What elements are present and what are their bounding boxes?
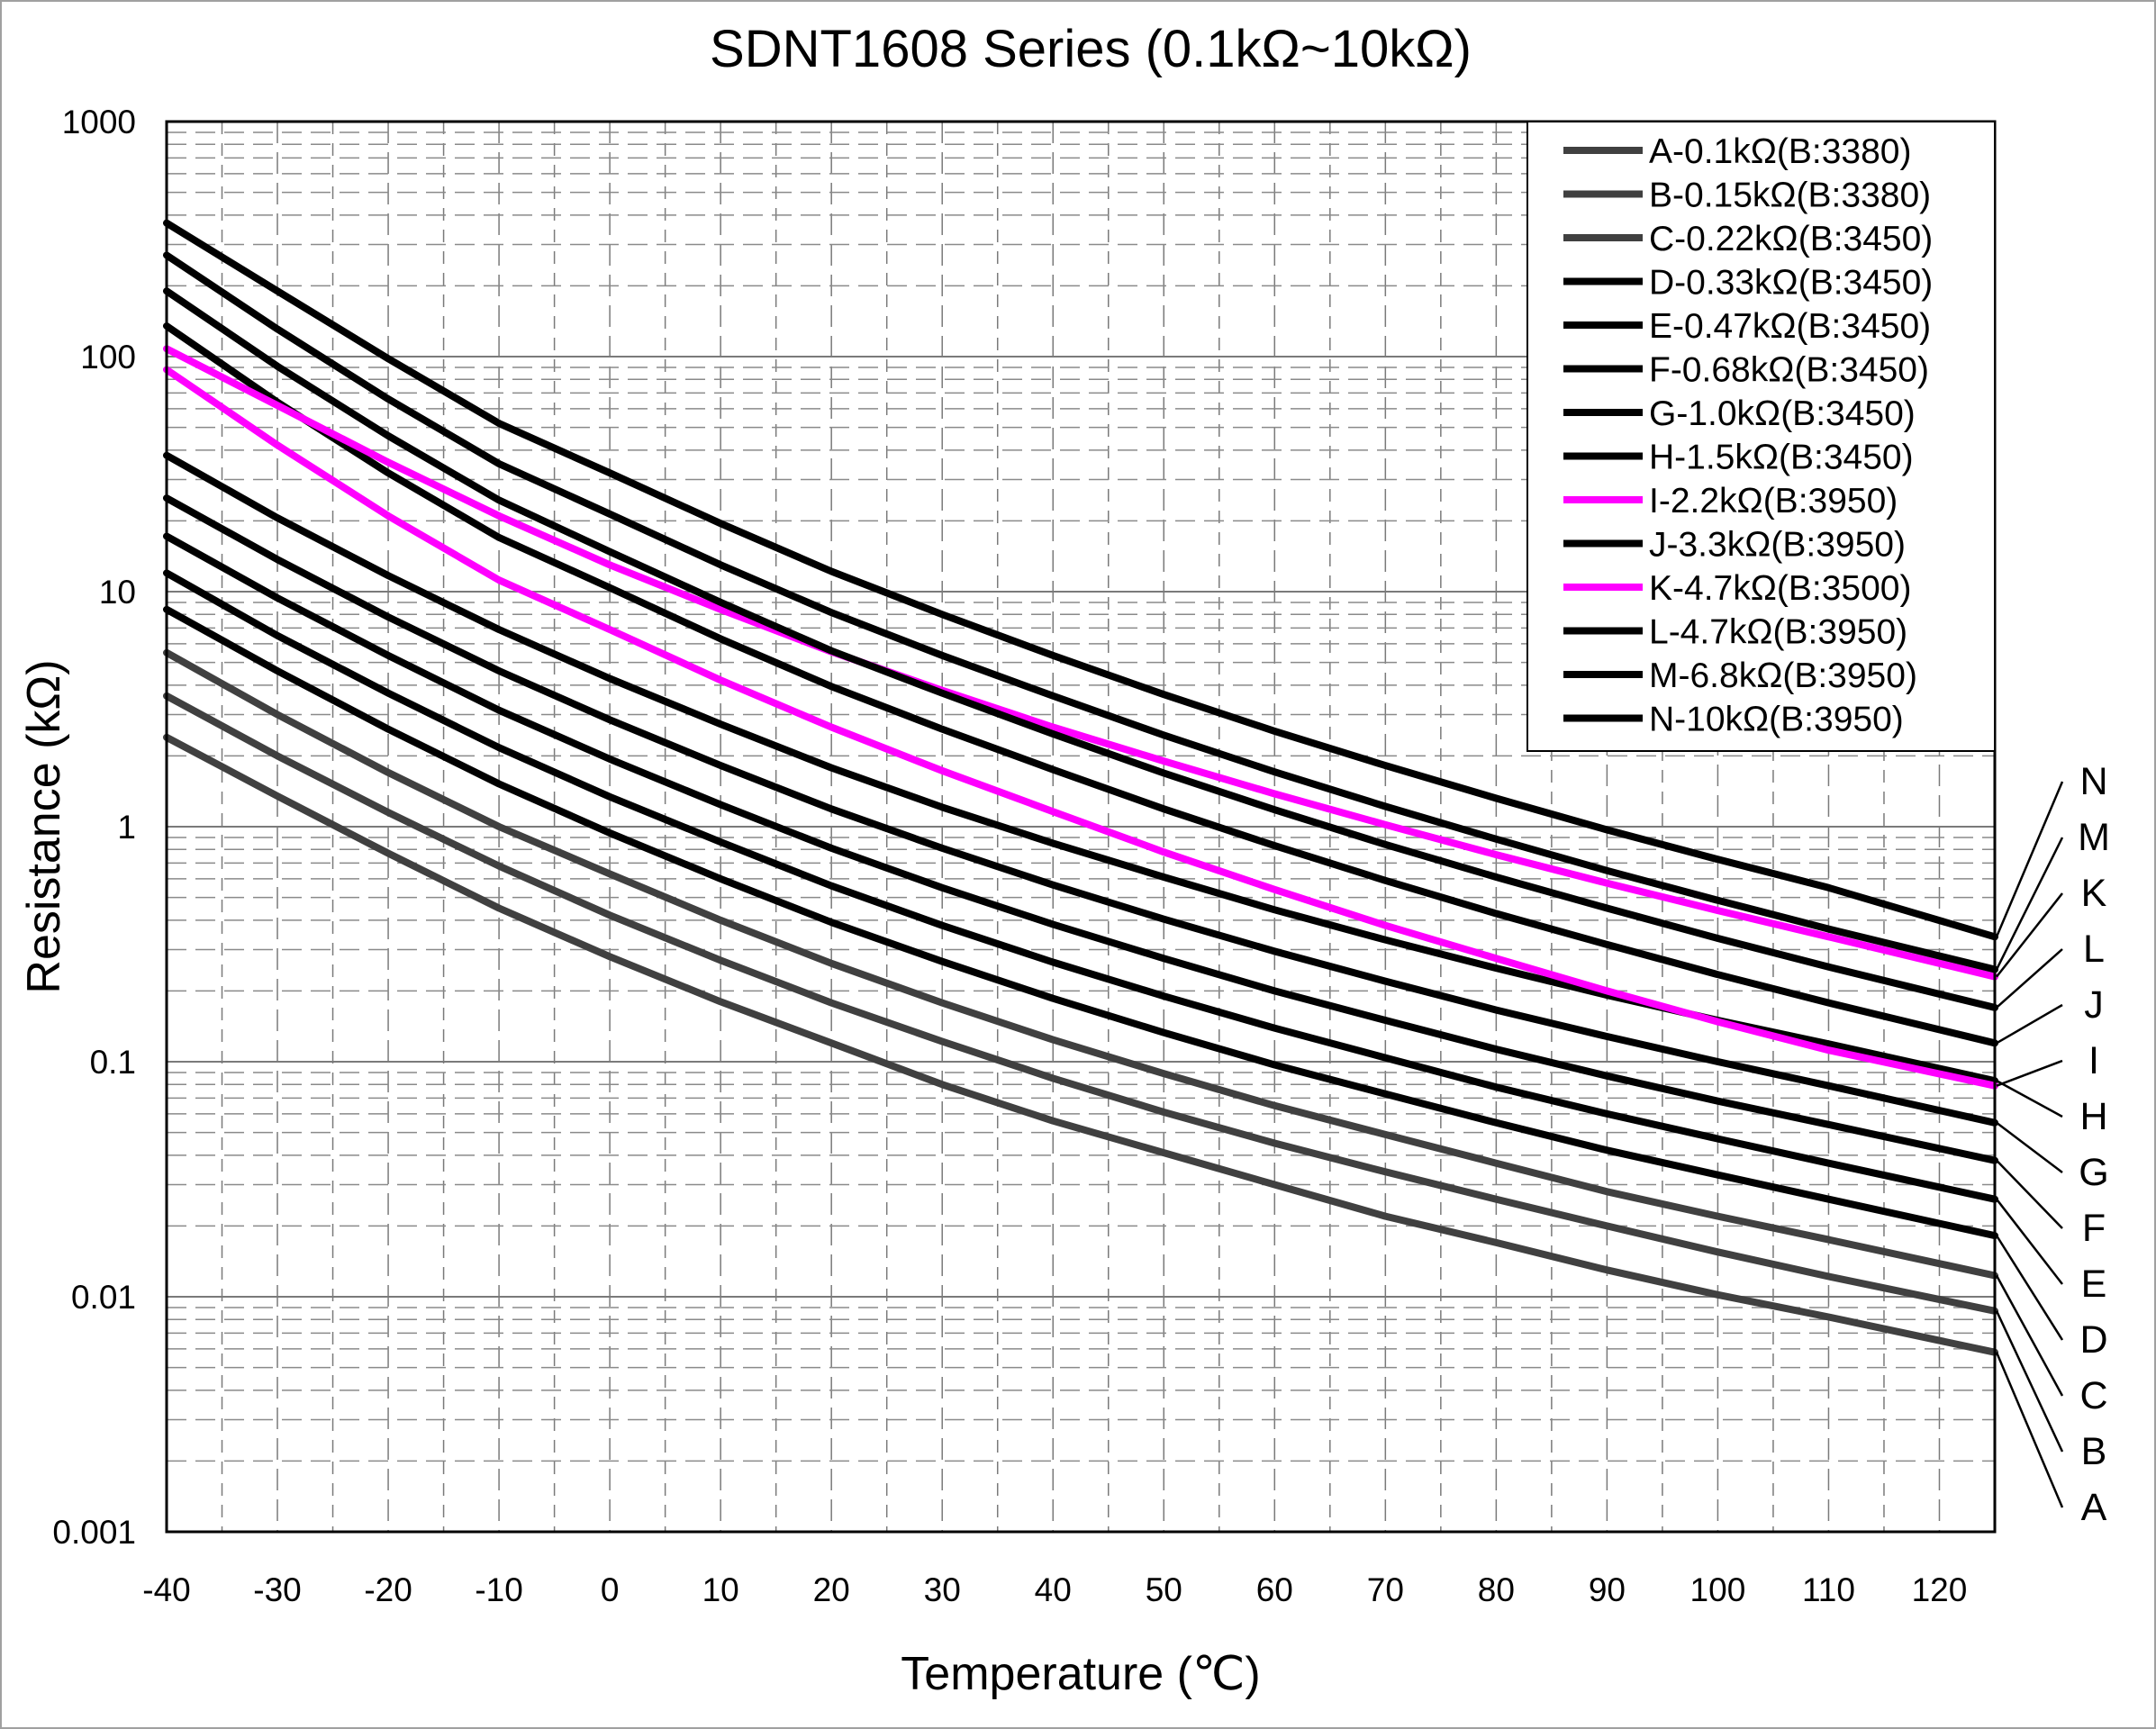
end-label-b: B [2081,1430,2107,1473]
legend-entry-g: G-1.0kΩ(B:3450) [1649,394,1916,433]
leader-line-m [1995,837,2064,971]
series-line-c [163,648,1998,1280]
leader-line-n [1995,781,2064,937]
y-tick-label: 1000 [62,104,136,140]
series-line-b [163,692,1998,1315]
x-tick-label: 50 [1146,1571,1182,1608]
legend: A-0.1kΩ(B:3380) B-0.15kΩ(B:3380) C-0.22kΩ(… [1526,121,1996,752]
end-label-i: I [2088,1039,2099,1082]
x-tick-label: 10 [702,1571,739,1608]
end-label-g: G [2079,1151,2108,1194]
leader-line-e [1996,1198,2063,1285]
legend-entry-l: L-4.7kΩ(B:3950) [1649,613,1907,652]
y-tick-label: 10 [99,574,136,611]
legend-entry-b: B-0.15kΩ(B:3380) [1649,177,1931,215]
x-tick-label: -10 [475,1571,522,1608]
end-label-n: N [2079,760,2107,803]
series-line-e [163,569,1998,1203]
series-line-i [163,366,1998,1090]
x-axis-ticks: -40 -30 -20 -10 0 10 20 30 40 50 60 70 80 90 100 110 120 [142,1571,1967,1608]
legend-entry-a: A-0.1kΩ(B:3380) [1649,132,1911,171]
legend-entry-e: E-0.47kΩ(B:3450) [1649,307,1931,346]
series-line-a [163,733,1998,1356]
series-line-j [163,322,1998,1047]
y-axis-label: Resistance (kΩ) [18,659,70,993]
series-line-m [163,251,1998,973]
x-tick-label: -30 [253,1571,301,1608]
end-label-e: E [2081,1263,2107,1306]
leader-line-c [1995,1274,2064,1397]
end-label-a: A [2081,1486,2107,1529]
x-tick-label: 80 [1478,1571,1515,1608]
chart-title: SDNT1608 Series (0.1kΩ~10kΩ) [710,20,1472,78]
legend-entry-f: F-0.68kΩ(B:3450) [1649,351,1929,390]
end-label-j: J [2084,983,2104,1027]
y-tick-label: 100 [80,339,136,376]
x-tick-label: -20 [364,1571,412,1608]
x-tick-label: 40 [1035,1571,1072,1608]
end-label-h: H [2079,1095,2107,1138]
series-line-d [163,605,1998,1240]
end-label-k: K [2081,872,2107,915]
x-tick-label: 120 [1912,1571,1968,1608]
leader-line-f [1996,1159,2063,1229]
x-tick-label: 70 [1367,1571,1404,1608]
series-line-f [163,532,1998,1164]
leader-line-i [1996,1059,2063,1087]
series-line-g [163,494,1998,1127]
x-tick-label: 0 [601,1571,620,1608]
x-tick-label: -40 [142,1571,190,1608]
legend-entry-c: C-0.22kΩ(B:3450) [1649,220,1933,258]
x-tick-label: 30 [924,1571,961,1608]
x-axis-label: Temperature (℃) [901,1648,1260,1700]
plot-area-border [165,120,1997,1534]
leader-line-j [1996,1003,2063,1045]
end-label-f: F [2082,1207,2106,1250]
legend-entry-m: M-6.8kΩ(B:3950) [1649,656,1917,695]
x-tick-label: 110 [1802,1571,1855,1608]
x-tick-label: 90 [1589,1571,1626,1608]
series-lines [163,219,1998,1356]
leader-line-g [1996,1121,2063,1173]
x-tick-label: 100 [1690,1571,1746,1608]
y-tick-label: 0.01 [71,1279,136,1316]
legend-entry-k: K-4.7kΩ(B:3500) [1649,569,1911,608]
x-tick-label: 60 [1256,1571,1293,1608]
legend-entry-j: J-3.3kΩ(B:3950) [1649,526,1906,565]
series-line-k [163,345,1998,981]
end-label-d: D [2079,1318,2107,1362]
legend-entry-n: N-10kΩ(B:3950) [1649,701,1904,739]
legend-entry-d: D-0.33kΩ(B:3450) [1649,264,1933,303]
x-tick-label: 20 [813,1571,850,1608]
legend-box [1526,121,1996,752]
series-line-n [163,219,1998,941]
y-tick-label: 0.1 [90,1044,136,1081]
end-label-c: C [2079,1374,2107,1417]
leader-line-k [1996,892,2063,978]
leader-line-b [1995,1310,2064,1453]
end-label-l: L [2083,928,2105,971]
legend-entry-h: H-1.5kΩ(B:3450) [1649,439,1914,477]
series-line-l [163,287,1998,1011]
y-tick-label: 0.001 [52,1514,136,1551]
legend-entry-i: I-2.2kΩ(B:3950) [1649,482,1898,521]
y-axis-ticks: 1000 100 10 1 0.1 0.01 0.001 [52,104,136,1551]
leader-line-l [1996,948,2063,1009]
y-tick-label: 1 [117,809,136,846]
leader-line-h [1996,1080,2063,1118]
leader-line-d [1995,1235,2064,1341]
end-label-m: M [2078,816,2110,859]
leader-line-a [1995,1352,2064,1508]
